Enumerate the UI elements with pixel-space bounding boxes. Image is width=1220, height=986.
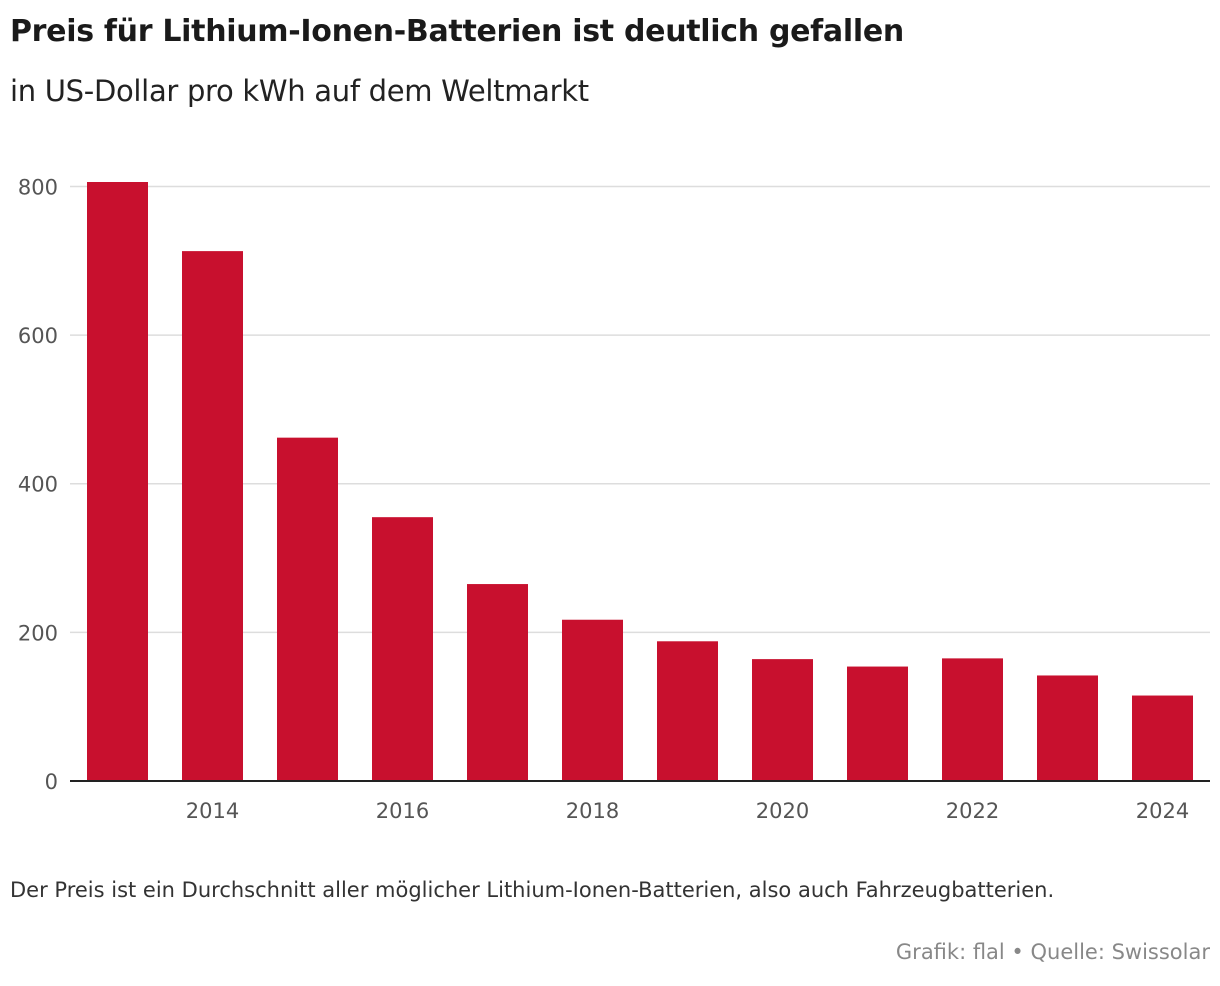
y-tick-label: 0 <box>45 770 58 794</box>
bar-2023 <box>1037 675 1098 781</box>
bar-chart: 0 200 400 600 800 2014 2016 2018 2020 2022 2024 <box>18 175 1210 823</box>
bar-2014 <box>182 251 243 782</box>
bar-2016 <box>372 517 433 781</box>
chart-subtitle: in US-Dollar pro kWh auf dem Weltmarkt <box>10 74 589 108</box>
x-tick-label: 2024 <box>1136 799 1189 823</box>
source-credit: Grafik: flal • Quelle: Swissolar <box>895 940 1210 964</box>
bar-2019 <box>657 641 718 781</box>
y-tick-label: 400 <box>18 473 58 497</box>
bar-2017 <box>467 584 528 781</box>
x-tick-label: 2022 <box>946 799 999 823</box>
x-tick-label: 2018 <box>566 799 619 823</box>
y-tick-label: 600 <box>18 324 58 348</box>
footnote: Der Preis ist ein Durchschnitt aller mög… <box>10 878 1055 902</box>
bar-2022 <box>942 658 1003 781</box>
bar-2024 <box>1132 695 1193 781</box>
bar-2018 <box>562 619 623 781</box>
y-tick-label: 800 <box>18 175 58 199</box>
chart-title: Preis für Lithium-Ionen-Batterien ist de… <box>10 14 904 49</box>
x-tick-label: 2020 <box>756 799 809 823</box>
y-tick-label: 200 <box>18 621 58 645</box>
bar-2015 <box>277 437 338 781</box>
bar-2021 <box>847 666 908 781</box>
bar-2020 <box>752 659 813 781</box>
x-tick-label: 2016 <box>376 799 429 823</box>
x-tick-label: 2014 <box>186 799 239 823</box>
bar-2013 <box>87 182 148 781</box>
